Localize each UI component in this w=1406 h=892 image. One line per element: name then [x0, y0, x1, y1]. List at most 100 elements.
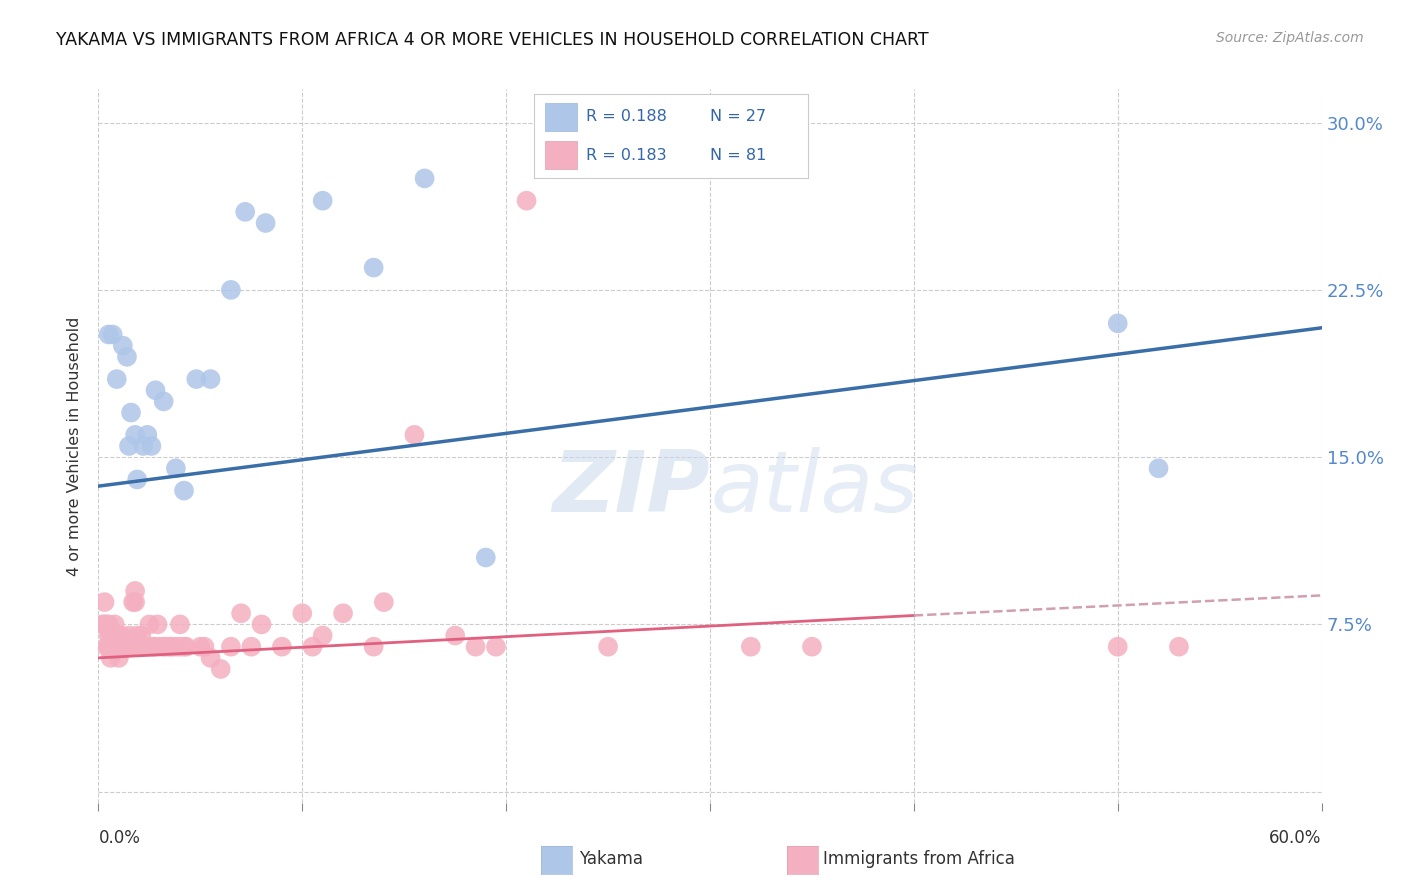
- Text: YAKAMA VS IMMIGRANTS FROM AFRICA 4 OR MORE VEHICLES IN HOUSEHOLD CORRELATION CHA: YAKAMA VS IMMIGRANTS FROM AFRICA 4 OR MO…: [56, 31, 929, 49]
- Point: [1107, 317, 1129, 331]
- Point: [146, 617, 169, 632]
- Point: [100, 628, 122, 642]
- Point: [124, 595, 146, 609]
- Point: [152, 640, 174, 654]
- Bar: [546, 141, 576, 169]
- Point: [188, 640, 212, 654]
- Text: Source: ZipAtlas.com: Source: ZipAtlas.com: [1216, 31, 1364, 45]
- Text: 60.0%: 60.0%: [1270, 829, 1322, 847]
- Point: [413, 171, 436, 186]
- Point: [200, 372, 222, 386]
- Point: [165, 640, 187, 654]
- Point: [127, 640, 149, 654]
- Point: [93, 617, 115, 632]
- Point: [173, 640, 195, 654]
- Bar: [546, 103, 576, 131]
- Point: [145, 384, 167, 398]
- Point: [152, 394, 174, 409]
- Text: ZIP: ZIP: [553, 447, 710, 531]
- Point: [165, 461, 187, 475]
- Point: [169, 640, 191, 654]
- Point: [120, 640, 142, 654]
- Point: [598, 640, 620, 654]
- Point: [101, 640, 124, 654]
- Point: [105, 640, 128, 654]
- Text: atlas: atlas: [710, 447, 918, 531]
- Point: [104, 628, 127, 642]
- Text: R = 0.188: R = 0.188: [586, 110, 668, 125]
- Point: [104, 640, 127, 654]
- Point: [97, 617, 120, 632]
- Point: [149, 640, 172, 654]
- Point: [174, 640, 197, 654]
- Point: [97, 327, 120, 342]
- Point: [173, 483, 195, 498]
- Point: [97, 640, 120, 654]
- Point: [100, 640, 122, 654]
- Point: [115, 640, 138, 654]
- Text: N = 81: N = 81: [710, 147, 766, 162]
- Point: [120, 405, 142, 419]
- Point: [115, 350, 138, 364]
- Point: [231, 607, 253, 621]
- Point: [127, 628, 149, 642]
- Point: [136, 427, 159, 442]
- Point: [312, 628, 335, 642]
- Point: [240, 640, 263, 654]
- Point: [101, 327, 124, 342]
- Point: [96, 640, 118, 654]
- Point: [118, 439, 141, 453]
- Point: [91, 617, 114, 632]
- Point: [444, 628, 467, 642]
- Point: [124, 427, 146, 442]
- Text: 0.0%: 0.0%: [98, 829, 141, 847]
- Point: [128, 640, 150, 654]
- Point: [155, 640, 177, 654]
- Text: N = 27: N = 27: [710, 110, 766, 125]
- Point: [110, 640, 132, 654]
- Point: [142, 640, 165, 654]
- Point: [160, 640, 183, 654]
- Point: [485, 640, 508, 654]
- Point: [141, 439, 163, 453]
- Point: [740, 640, 762, 654]
- Point: [404, 427, 426, 442]
- Point: [186, 372, 208, 386]
- Text: R = 0.183: R = 0.183: [586, 147, 666, 162]
- Point: [93, 595, 115, 609]
- Point: [134, 640, 156, 654]
- Point: [270, 640, 294, 654]
- Point: [138, 617, 160, 632]
- Point: [193, 640, 215, 654]
- Point: [254, 216, 277, 230]
- Point: [105, 372, 128, 386]
- Point: [120, 640, 142, 654]
- Point: [373, 595, 395, 609]
- Point: [219, 283, 242, 297]
- Point: [132, 640, 155, 654]
- Point: [101, 640, 124, 654]
- Point: [118, 640, 141, 654]
- Point: [124, 583, 146, 598]
- Point: [169, 617, 191, 632]
- Point: [97, 628, 120, 642]
- Point: [111, 640, 134, 654]
- Point: [138, 640, 160, 654]
- Point: [104, 617, 127, 632]
- Point: [108, 651, 131, 665]
- Point: [110, 628, 132, 642]
- Point: [312, 194, 335, 208]
- Point: [108, 640, 131, 654]
- Point: [105, 628, 128, 642]
- Point: [363, 640, 385, 654]
- Y-axis label: 4 or more Vehicles in Household: 4 or more Vehicles in Household: [67, 317, 83, 575]
- Point: [122, 595, 145, 609]
- Text: Immigrants from Africa: Immigrants from Africa: [823, 850, 1014, 868]
- Point: [1147, 461, 1170, 475]
- Point: [114, 640, 136, 654]
- Point: [332, 607, 354, 621]
- Point: [100, 651, 122, 665]
- Point: [159, 640, 181, 654]
- Point: [233, 204, 256, 219]
- Point: [108, 640, 131, 654]
